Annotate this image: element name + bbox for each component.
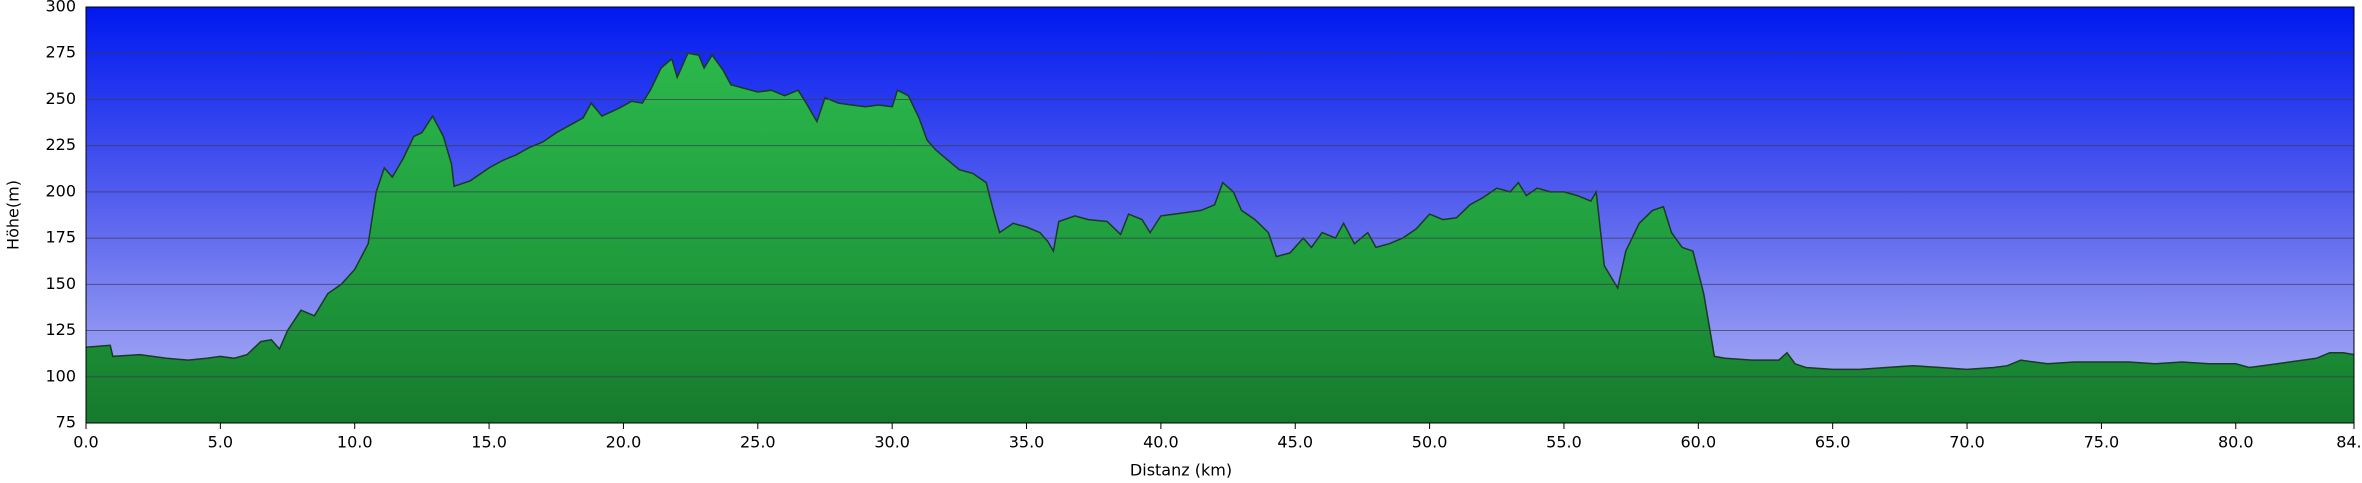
plot-border	[85, 6, 2355, 424]
x-tick-label: 5.0	[208, 433, 233, 452]
x-tick-label: 55.0	[1546, 433, 1582, 452]
y-tick-label: 225	[45, 135, 76, 154]
elevation-line	[85, 52, 2355, 371]
x-tick-label: 50.0	[1412, 433, 1448, 452]
x-tick-label: 15.0	[471, 433, 507, 452]
x-tick-label: 75.0	[2084, 433, 2120, 452]
x-tick-label: 20.0	[606, 433, 642, 452]
y-tick-label: 275	[45, 43, 76, 62]
y-axis-label: Höhe(m)	[4, 180, 23, 250]
x-tick-label: 40.0	[1143, 433, 1179, 452]
x-tick-label: 45.0	[1277, 433, 1313, 452]
x-tick-label: 70.0	[1949, 433, 1985, 452]
y-tick-label: 300	[45, 0, 76, 16]
y-tick-label: 100	[45, 366, 76, 385]
y-tick-label: 75	[56, 413, 76, 432]
x-tick-label: 35.0	[1009, 433, 1045, 452]
x-tick-label: 60.0	[1681, 433, 1717, 452]
y-tick-label: 250	[45, 89, 76, 108]
x-tick-label: 25.0	[740, 433, 776, 452]
x-tick-label: 10.0	[337, 433, 373, 452]
y-tick-label: 175	[45, 228, 76, 247]
x-tick-label: 0.0	[73, 433, 98, 452]
x-tick-label: 80.0	[2218, 433, 2254, 452]
x-tick-label: 30.0	[874, 433, 910, 452]
y-tick-label: 150	[45, 274, 76, 293]
x-tick-label: 65.0	[1815, 433, 1851, 452]
x-axis-label: Distanz (km)	[1130, 461, 1232, 480]
y-tick-label: 200	[45, 181, 76, 200]
y-tick-label: 125	[45, 320, 76, 339]
x-tick-label: 84.4	[2336, 433, 2362, 452]
